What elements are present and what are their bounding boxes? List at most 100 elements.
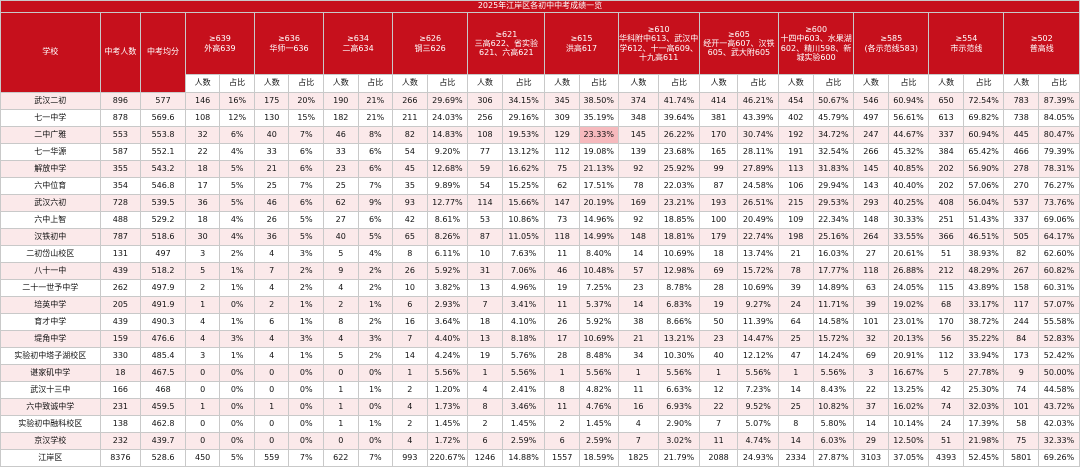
count-value: 33 [323,143,359,161]
count-value: 1 [323,381,359,399]
count-value: 75 [544,160,580,178]
count-value: 738 [1003,109,1039,127]
count-value: 2 [253,296,290,314]
table-row: 武汉六初 728 539.5 36 5% 46 6% 62 9% 93 12.77% 114 15.66… [0,194,1080,212]
count-value: 24 [928,415,964,433]
subheader-ratio: 占比 [219,74,255,93]
count-value: 1 [392,364,428,382]
ratio-value: 12.77% [426,194,469,212]
header-group: ≥626 钢三626 [392,12,469,75]
count-value: 39 [853,296,889,314]
count-value: 10 [467,245,503,263]
ratio-value: 7.63% [501,245,546,263]
count-value: 4 [253,245,290,263]
ratio-value: 2.59% [501,432,546,450]
ratio-value: 27.89% [737,160,779,178]
count-value: 4393 [928,449,964,467]
count-value: 101 [853,313,889,331]
ratio-value: 46.21% [737,92,779,110]
count-value: 0 [184,364,221,382]
count-value: 8 [323,313,359,331]
ratio-value: 13.21% [658,330,700,348]
ratio-value: 12% [219,109,255,127]
subheader-count: 人数 [853,74,889,93]
school-cell: 二十一世予中学 [0,279,101,297]
header-group: ≥639 外高639 [184,12,255,75]
school-cell: 实验初中塔子湖校区 [0,347,101,365]
ratio-value: 3% [219,330,255,348]
count-value: 9 [323,262,359,280]
ratio-value: 3% [288,330,324,348]
count-value: 77 [467,143,503,161]
ratio-value: 3.41% [501,296,546,314]
count-value: 14 [392,347,428,365]
school-cell: 京汉学校 [0,432,101,450]
count-value: 2 [467,415,503,433]
count-value: 211 [392,109,428,127]
count-value: 75 [1003,432,1039,450]
school-cell: 解放中学 [0,160,101,178]
header-group: ≥610 华科附中613、武汉中学612、十一高609、十九高611 [617,12,700,75]
ratio-value: 5.56% [812,364,855,382]
count-value: 1 [467,364,503,382]
count-value: 13 [467,330,503,348]
count-value: 7 [467,296,503,314]
subheader-ratio: 占比 [737,74,779,93]
count-value: 27 [853,245,889,263]
ratio-value: 5.92% [426,262,469,280]
header-group-line2: 外高639 [204,43,236,53]
avg-cell: 553.8 [140,126,186,144]
count-value: 244 [1003,313,1039,331]
header-group-line1: ≥502 [1030,34,1053,44]
ratio-value: 65.42% [962,143,1005,161]
count-value: 109 [778,211,814,229]
table-row: 堤角中学 159 476.6 4 3% 4 3% 4 3% 7 4.40% 13 8.18% 17 10.6… [0,330,1080,348]
ratio-value: 7% [288,177,324,195]
count-value: 25 [778,398,814,416]
count-value: 18 [184,160,221,178]
count-value: 62 [544,177,580,195]
header-group-line2: 钢三626 [414,43,446,53]
count-value: 36 [253,228,290,246]
ratio-value: 3.02% [658,432,700,450]
ratio-value: 19.53% [501,126,546,144]
count-value: 26 [392,262,428,280]
ratio-value: 17.51% [578,177,619,195]
count-value: 450 [184,449,221,467]
count-value: 25 [323,177,359,195]
ratio-value: 48.29% [962,262,1005,280]
subheader-count: 人数 [698,74,739,93]
count-value: 21 [253,160,290,178]
count-value: 40 [323,228,359,246]
ratio-value: 0% [288,398,324,416]
ratio-value: 40.25% [887,194,930,212]
count-value: 8 [392,245,428,263]
count-value: 147 [544,194,580,212]
ratio-value: 16.62% [501,160,546,178]
count-value: 27 [323,211,359,229]
header-group-line2: 华师一636 [269,43,309,53]
count-value: 8 [467,398,503,416]
ratio-value: 60.94% [887,92,930,110]
ratio-value: 6.03% [812,432,855,450]
school-cell: 实验初中融科校区 [0,415,101,433]
header-group-line2: 普高线 [1029,43,1054,53]
count-value: 993 [392,449,428,467]
avg-cell: 539.5 [140,194,186,212]
ratio-value: 18.59% [578,449,619,467]
ratio-value: 20.19% [578,194,619,212]
table-row: 谌家矶中学 18 467.5 0 0% 0 0% 0 0% 1 5.56% 1 5.56% 1 5.56% 1… [0,364,1080,382]
ratio-value: 21% [357,109,394,127]
ratio-value: 9.27% [737,296,779,314]
count-value: 2 [392,381,428,399]
count-value: 381 [698,109,739,127]
ratio-value: 5% [219,177,255,195]
count-value: 7 [617,432,660,450]
count-value: 309 [544,109,580,127]
ratio-value: 2% [357,262,394,280]
count-value: 337 [928,126,964,144]
ratio-value: 4.74% [737,432,779,450]
count-value: 454 [778,92,814,110]
count-value: 57 [617,262,660,280]
count-value: 113 [778,160,814,178]
